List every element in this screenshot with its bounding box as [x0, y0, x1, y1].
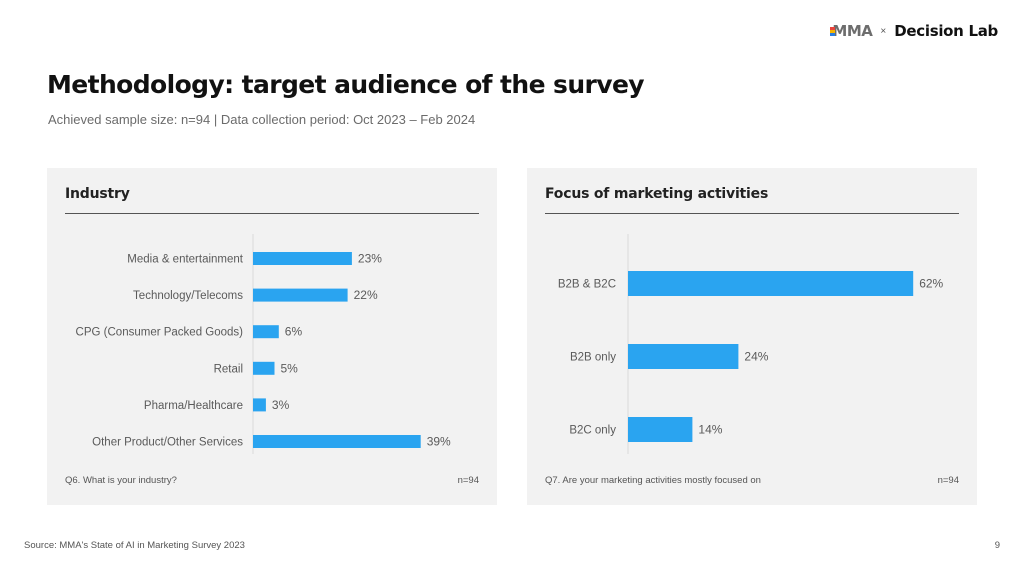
industry-value-label: 3%	[272, 398, 290, 412]
focus-question: Q7. Are your marketing activities mostly…	[545, 475, 761, 486]
focus-category-label: B2B only	[570, 352, 616, 364]
page-subtitle: Achieved sample size: n=94 | Data collec…	[48, 112, 476, 127]
industry-bar	[253, 288, 348, 302]
industry-question: Q6. What is your industry?	[65, 475, 177, 486]
industry-panel: Media & entertainment 23% Technology/Telec…	[47, 168, 497, 505]
industry-bar	[253, 435, 421, 448]
industry-category-label: CPG (Consumer Packed Goods)	[76, 327, 244, 339]
industry-bar	[253, 325, 279, 339]
decision-lab-logo: Decision Lab	[894, 22, 998, 40]
industry-category-label: Other Product/Other Services	[92, 437, 243, 449]
focus-sample-size: n=94	[937, 475, 959, 486]
industry-bar	[253, 398, 266, 412]
industry-bar	[253, 361, 275, 375]
industry-chart: Media & entertainment 23% Technology/Telec…	[47, 168, 497, 505]
industry-chart-svg: Media & entertainment 23% Technology/Telec…	[76, 234, 451, 454]
industry-category-label: Retail	[214, 363, 243, 375]
industry-category-label: Media & entertainment	[127, 254, 244, 266]
focus-value-label: 24%	[744, 350, 768, 364]
industry-category-label: Technology/Telecoms	[133, 290, 243, 302]
mma-logo: MMA	[830, 22, 873, 40]
industry-panel-title: Industry	[65, 186, 130, 202]
focus-bar	[628, 344, 739, 369]
focus-value-label: 14%	[698, 423, 722, 437]
industry-value-label: 23%	[358, 252, 382, 266]
industry-value-label: 22%	[354, 288, 378, 302]
focus-bar	[628, 271, 914, 296]
focus-category-label: B2C only	[569, 425, 616, 437]
industry-sample-size: n=94	[457, 475, 479, 486]
focus-chart: B2B & B2C 62% B2B only 24% B2C only 14%	[527, 168, 977, 505]
focus-bar	[628, 417, 693, 442]
industry-bar	[253, 252, 352, 265]
brand-logo: MMA × Decision Lab	[830, 22, 998, 40]
focus-panel-title: Focus of marketing activities	[545, 186, 769, 202]
focus-panel-divider	[545, 213, 959, 214]
industry-value-label: 6%	[285, 325, 303, 339]
focus-chart-svg: B2B & B2C 62% B2B only 24% B2C only 14%	[558, 234, 944, 454]
industry-value-label: 39%	[427, 435, 451, 449]
focus-value-label: 62%	[919, 277, 943, 291]
industry-category-label: Pharma/Healthcare	[144, 400, 243, 412]
focus-category-label: B2B & B2C	[558, 279, 616, 291]
source-note: Source: MMA's State of AI in Marketing S…	[24, 540, 245, 551]
logo-separator: ×	[880, 25, 887, 37]
focus-panel: B2B & B2C 62% B2B only 24% B2C only 14% Focus…	[527, 168, 977, 505]
page-title: Methodology: target audience of the surv…	[47, 70, 645, 99]
page-number: 9	[994, 540, 1000, 551]
industry-value-label: 5%	[281, 361, 299, 375]
industry-panel-divider	[65, 213, 479, 214]
